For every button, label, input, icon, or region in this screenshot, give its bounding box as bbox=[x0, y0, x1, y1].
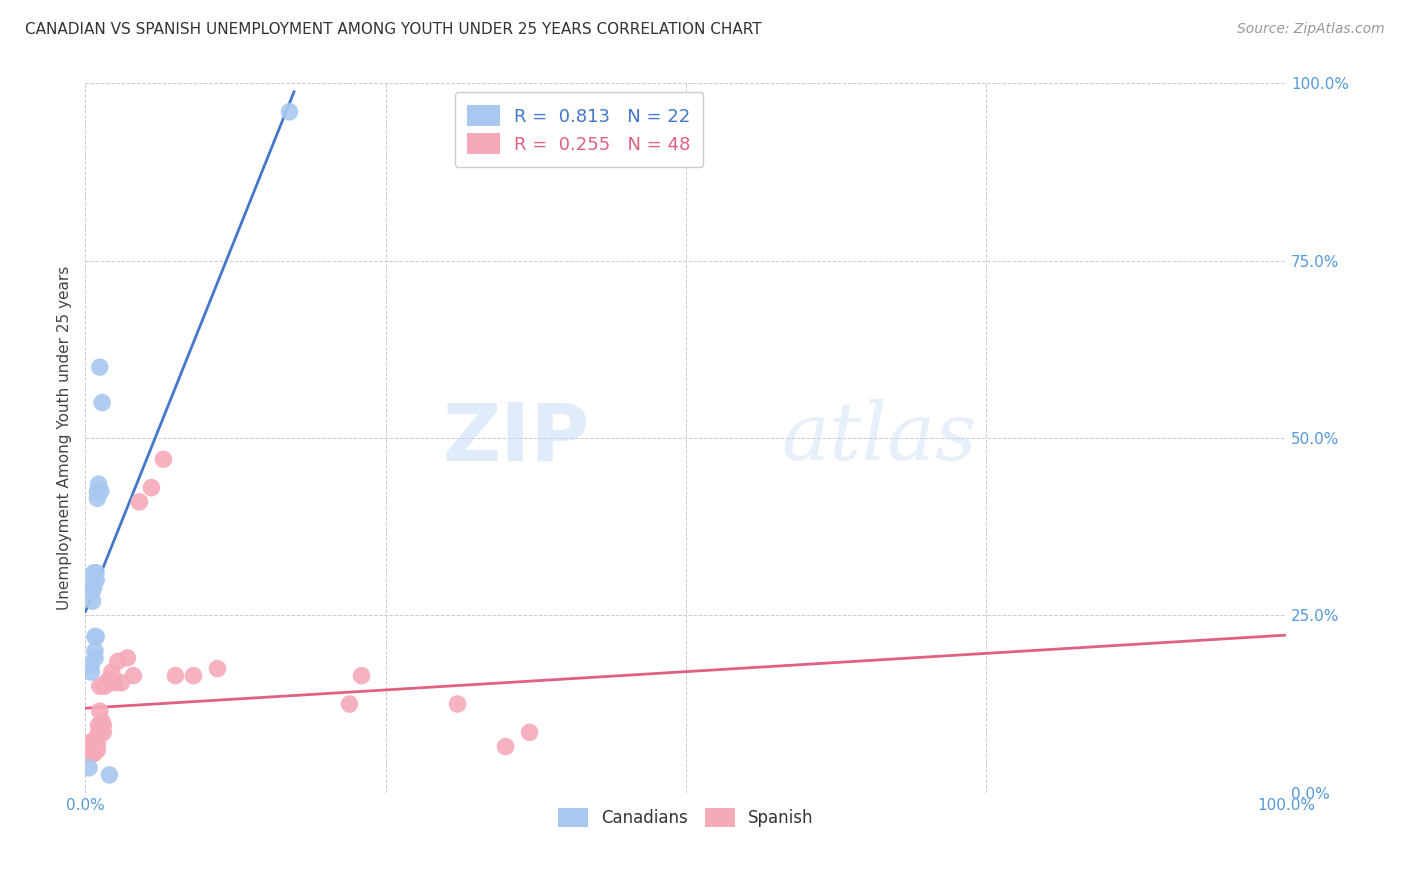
Point bbox=[91, 395, 114, 409]
Text: ZIP: ZIP bbox=[443, 399, 589, 477]
Point bbox=[84, 651, 107, 665]
Point bbox=[90, 484, 112, 499]
Point bbox=[93, 718, 115, 732]
Point bbox=[77, 761, 100, 775]
Point bbox=[101, 665, 124, 679]
Point bbox=[80, 665, 103, 679]
Point bbox=[339, 697, 361, 711]
Point bbox=[93, 725, 115, 739]
Point bbox=[77, 739, 100, 754]
Point bbox=[84, 644, 107, 658]
Point bbox=[87, 725, 110, 739]
Point bbox=[83, 566, 105, 580]
Point bbox=[117, 651, 139, 665]
Point bbox=[91, 714, 114, 729]
Point bbox=[84, 566, 107, 580]
Point bbox=[207, 661, 229, 675]
Point bbox=[83, 573, 105, 587]
Point bbox=[495, 739, 517, 754]
Point bbox=[79, 736, 101, 750]
Point bbox=[98, 768, 121, 782]
Point bbox=[107, 655, 129, 669]
Point bbox=[82, 747, 104, 761]
Point bbox=[141, 481, 163, 495]
Point bbox=[82, 743, 104, 757]
Point bbox=[84, 739, 107, 754]
Point bbox=[83, 739, 105, 754]
Point bbox=[83, 580, 105, 594]
Point bbox=[82, 594, 104, 608]
Point bbox=[84, 573, 107, 587]
Point bbox=[84, 630, 107, 644]
Point bbox=[110, 675, 132, 690]
Point bbox=[82, 736, 104, 750]
Point bbox=[519, 725, 541, 739]
Y-axis label: Unemployment Among Youth under 25 years: Unemployment Among Youth under 25 years bbox=[58, 266, 72, 610]
Point bbox=[86, 743, 108, 757]
Point bbox=[350, 668, 373, 682]
Point bbox=[80, 739, 103, 754]
Point bbox=[86, 491, 108, 506]
Point bbox=[79, 747, 101, 761]
Point bbox=[90, 725, 112, 739]
Point bbox=[84, 732, 107, 747]
Point bbox=[94, 675, 117, 690]
Point bbox=[86, 484, 108, 499]
Point bbox=[84, 739, 107, 754]
Point bbox=[152, 452, 174, 467]
Point bbox=[446, 697, 468, 711]
Legend: Canadians, Spanish: Canadians, Spanish bbox=[551, 801, 820, 834]
Point bbox=[86, 736, 108, 750]
Point bbox=[76, 747, 98, 761]
Point bbox=[278, 104, 301, 119]
Point bbox=[83, 747, 105, 761]
Text: atlas: atlas bbox=[782, 400, 977, 477]
Point bbox=[84, 732, 107, 747]
Point bbox=[79, 739, 101, 754]
Point bbox=[80, 736, 103, 750]
Point bbox=[165, 668, 187, 682]
Point bbox=[82, 583, 104, 598]
Point bbox=[77, 736, 100, 750]
Point bbox=[84, 630, 107, 644]
Point bbox=[93, 679, 115, 693]
Point bbox=[80, 658, 103, 673]
Text: Source: ZipAtlas.com: Source: ZipAtlas.com bbox=[1237, 22, 1385, 37]
Text: CANADIAN VS SPANISH UNEMPLOYMENT AMONG YOUTH UNDER 25 YEARS CORRELATION CHART: CANADIAN VS SPANISH UNEMPLOYMENT AMONG Y… bbox=[25, 22, 762, 37]
Point bbox=[89, 679, 111, 693]
Point bbox=[128, 495, 150, 509]
Point bbox=[122, 668, 145, 682]
Point bbox=[98, 672, 121, 686]
Point bbox=[80, 747, 103, 761]
Point bbox=[87, 477, 110, 491]
Point bbox=[87, 718, 110, 732]
Point bbox=[104, 675, 127, 690]
Point bbox=[89, 704, 111, 718]
Point bbox=[89, 360, 111, 375]
Point bbox=[183, 668, 205, 682]
